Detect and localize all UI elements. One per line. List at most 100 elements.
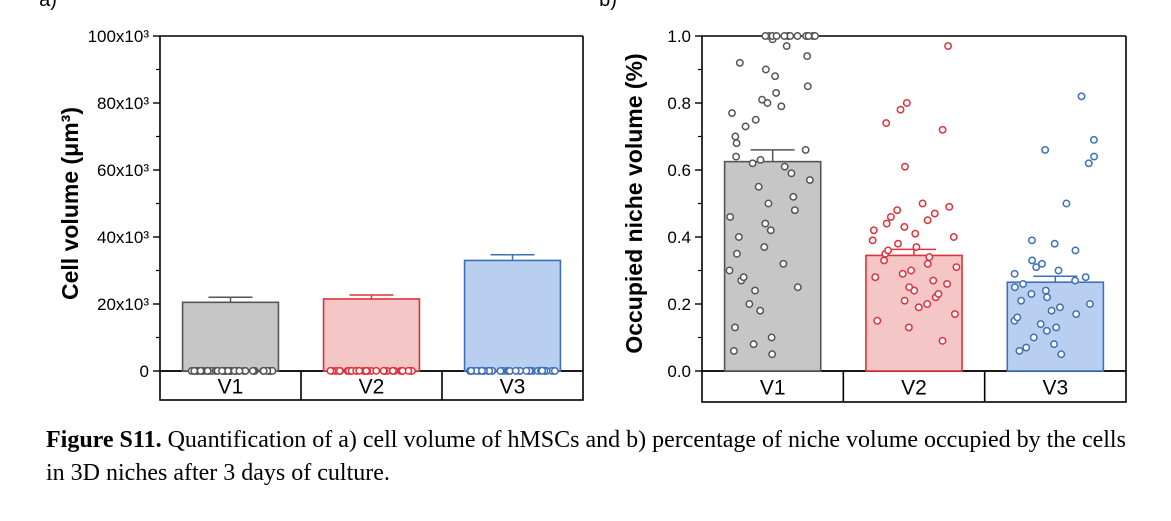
data-point — [1047, 306, 1056, 315]
data-point — [726, 212, 735, 221]
data-point — [767, 333, 776, 342]
panel-a-cell-volume-chart: a) 0 20x10³ 40x10³ 60x10³ 80x10³ 100x10³ Cell v… — [39, 0, 584, 401]
data-point — [763, 99, 772, 107]
data-point — [790, 206, 799, 215]
data-point — [898, 269, 907, 278]
data-point — [1041, 145, 1050, 154]
data-point — [190, 366, 199, 375]
data-point — [945, 202, 954, 211]
data-point — [761, 219, 770, 228]
data-point — [467, 366, 476, 375]
y-tick-label: 0.0 — [667, 362, 691, 381]
data-point — [907, 266, 916, 275]
data-point — [873, 316, 882, 325]
panel-letter: a) — [39, 0, 57, 11]
data-point — [894, 239, 902, 248]
data-point — [911, 229, 920, 238]
data-point — [335, 366, 344, 375]
data-point — [398, 366, 407, 375]
data-point — [732, 152, 741, 161]
category-label-v1: V1 — [760, 377, 786, 400]
data-point — [1072, 310, 1081, 318]
data-point — [764, 199, 773, 208]
data-point — [1071, 276, 1080, 285]
data-point — [550, 366, 559, 375]
data-point — [772, 32, 781, 40]
category-label-v1: V1 — [218, 376, 244, 399]
data-point — [326, 366, 335, 375]
data-point — [1032, 263, 1041, 272]
data-point — [522, 366, 531, 375]
y-tick-label: 20x10³ — [97, 295, 149, 314]
y-tick-label: 0.4 — [667, 228, 691, 247]
data-point — [496, 366, 505, 375]
data-point — [372, 366, 381, 375]
data-point — [782, 42, 791, 50]
data-point — [758, 95, 766, 104]
y-axis-title: Occupied niche volume (%) — [621, 53, 647, 353]
data-point — [756, 156, 765, 164]
data-point — [949, 233, 958, 241]
data-point — [1089, 135, 1098, 144]
figure-caption: Figure S11. Quantification of a) cell vo… — [46, 424, 1146, 490]
data-point — [379, 366, 388, 375]
data-point — [901, 162, 909, 171]
data-point — [1027, 290, 1036, 298]
category-label-v2: V2 — [901, 377, 927, 400]
data-point — [1054, 266, 1063, 275]
data-point — [1029, 333, 1038, 342]
data-point — [731, 323, 739, 332]
data-point — [804, 32, 813, 40]
data-point — [203, 366, 212, 375]
data-point — [882, 119, 891, 128]
data-point — [734, 233, 743, 241]
data-point — [771, 72, 780, 81]
data-point — [868, 236, 877, 245]
data-point — [1037, 259, 1046, 268]
data-point — [925, 253, 934, 262]
data-point — [760, 243, 769, 252]
y-tick-label: 0 — [140, 362, 149, 381]
y-tick-label: 0.8 — [667, 94, 691, 113]
data-point — [787, 169, 796, 178]
data-point — [905, 283, 914, 292]
caption-text: Quantification of a) cell volume of hMSC… — [46, 427, 1126, 486]
data-point — [1086, 300, 1094, 308]
data-point — [914, 303, 923, 312]
data-point — [196, 366, 205, 375]
data-point — [1041, 286, 1050, 295]
data-point — [923, 259, 932, 268]
data-point — [1090, 152, 1099, 161]
data-point — [735, 58, 744, 67]
y-tick-label: 0.6 — [667, 161, 691, 180]
data-point — [923, 300, 932, 308]
data-point — [1057, 350, 1066, 359]
data-point — [235, 366, 244, 375]
data-point — [938, 336, 947, 345]
data-point — [900, 223, 909, 231]
data-point — [880, 256, 889, 265]
data-point — [748, 159, 757, 168]
data-point — [780, 162, 789, 171]
data-point — [943, 279, 952, 288]
data-point — [739, 273, 748, 282]
data-point — [511, 366, 520, 375]
data-point — [761, 65, 770, 74]
y-tick-label: 60x10³ — [97, 161, 149, 180]
category-label-v3: V3 — [1042, 377, 1068, 400]
caption-label: Figure S11. — [46, 427, 162, 453]
y-tick-label: 0.2 — [667, 295, 691, 314]
panel-b-occupied-niche-chart: b) 0.0 0.2 0.4 0.6 0.8 1.0 Occupied niche volum… — [599, 0, 1127, 403]
data-point — [477, 366, 486, 375]
data-point — [923, 216, 932, 225]
data-point — [871, 273, 880, 282]
bar-v2 — [865, 254, 963, 372]
data-point — [1077, 92, 1086, 101]
bar-v2 — [322, 298, 421, 372]
data-point — [1081, 273, 1090, 282]
data-point — [801, 145, 810, 154]
bar-v1 — [181, 301, 280, 372]
data-point — [1036, 320, 1045, 329]
y-tick-label: 100x10³ — [88, 27, 150, 46]
data-point — [803, 82, 812, 91]
